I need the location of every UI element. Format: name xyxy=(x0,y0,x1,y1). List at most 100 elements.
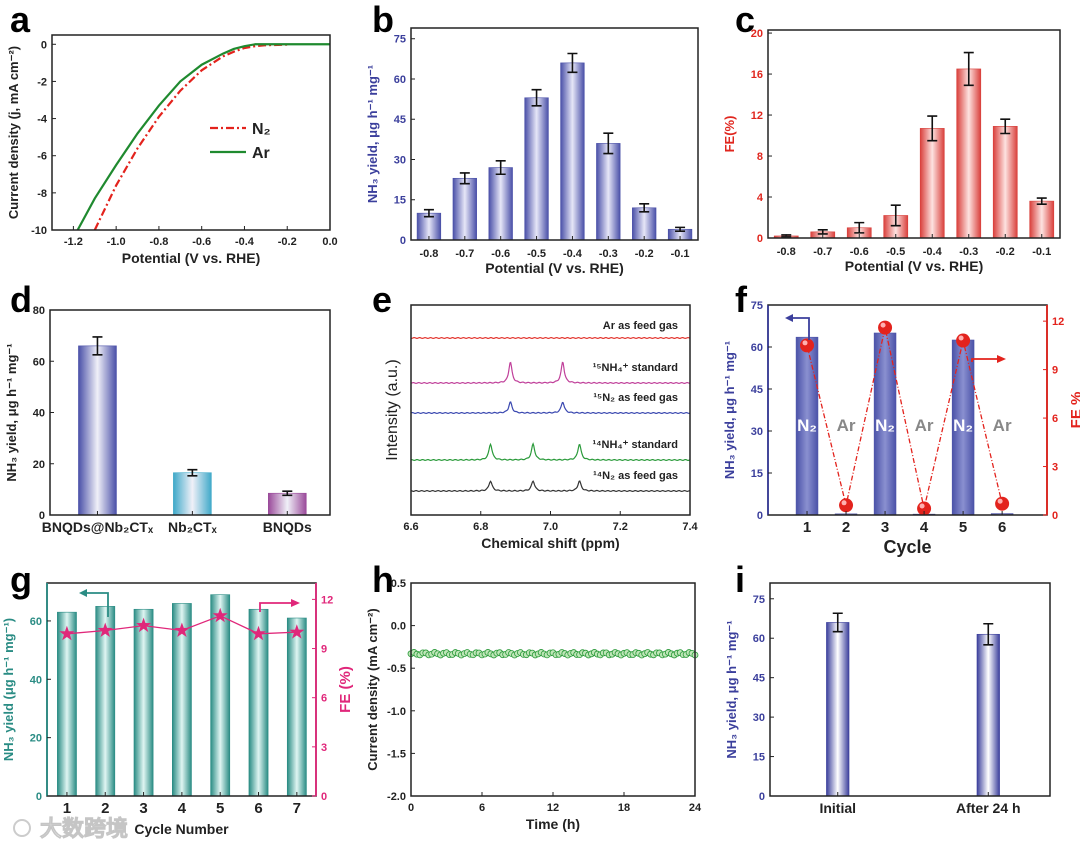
y-tick-label: 0 xyxy=(757,233,763,245)
fe-marker xyxy=(995,496,1010,511)
x-tick-label: 6 xyxy=(479,802,485,814)
series-line-0 xyxy=(93,43,288,231)
x-tick-label: 2 xyxy=(842,519,850,536)
x-tick-label: -0.3 xyxy=(599,248,618,260)
error-bar xyxy=(817,229,828,235)
y-tick-label: 0 xyxy=(36,791,42,803)
error-bar xyxy=(92,336,103,356)
panel-a: a N₂ Ar 0 -2 -4 -6 -8 -10 -1.2 -1.0 -0.8 -0.6 -0.4 -0.… xyxy=(6,0,338,266)
panel-letter: f xyxy=(735,279,748,320)
y-tick-label: 12 xyxy=(751,110,763,122)
y-tick-label: 16 xyxy=(751,69,763,81)
fe-star-marker xyxy=(174,622,190,637)
x-tick-label: -0.2 xyxy=(635,248,654,260)
panel-letter: g xyxy=(10,559,32,600)
x-tick-label: 24 xyxy=(689,802,702,814)
panel-letter: d xyxy=(10,279,32,320)
plot-frame xyxy=(767,29,1061,239)
error-bar xyxy=(531,88,542,107)
y-axis-label: NH₃ yield (μg h⁻¹ mg⁻¹) xyxy=(1,618,16,761)
x-tick-label: -0.3 xyxy=(959,246,978,258)
fe-star-marker xyxy=(59,625,75,641)
y-tick-label: -1.0 xyxy=(387,706,406,718)
fe-marker-highlight xyxy=(880,322,886,328)
y-tick-label: 0 xyxy=(759,791,765,803)
error-bar xyxy=(983,622,994,646)
x-axis-label: Potential (V vs. RHE) xyxy=(122,250,260,266)
bar-label: N₂ xyxy=(797,416,817,435)
y-tick-label: -10 xyxy=(31,225,47,237)
x-axis-label: Cycle xyxy=(883,537,931,557)
left-axis-arrow-f xyxy=(792,317,810,340)
y-tick-label: 0 xyxy=(41,39,47,51)
error-bar xyxy=(675,226,686,232)
nmr-trace xyxy=(410,442,691,462)
y2-tick-label: 3 xyxy=(321,742,327,754)
y-axis-label: Current density (j, mA cm⁻²) xyxy=(6,46,21,219)
plot-frame xyxy=(410,582,696,797)
nmr-trace xyxy=(410,361,691,385)
error-bar xyxy=(854,221,865,234)
panel-letter: c xyxy=(735,0,755,40)
y2-tick-label: 9 xyxy=(321,644,327,656)
x-tick-label: 7.4 xyxy=(682,521,698,533)
trace-label: ¹⁵N₂ as feed gas xyxy=(593,392,678,404)
fe-marker xyxy=(878,320,893,335)
trace-label: ¹⁴NH₄⁺ standard xyxy=(592,439,678,451)
y-tick-label: 20 xyxy=(30,733,42,745)
x-tick-label: -0.1 xyxy=(671,248,690,260)
x-tick-label: -0.4 xyxy=(563,248,583,260)
x-tick-label: -1.2 xyxy=(64,236,83,248)
y-tick-label: -0.5 xyxy=(387,663,406,675)
y2-tick-label: 9 xyxy=(1052,365,1058,377)
x-tick-label: -0.8 xyxy=(777,246,796,258)
watermark: 大数跨境 xyxy=(40,816,128,841)
y-tick-label: -1.5 xyxy=(387,748,406,760)
fe-marker-highlight xyxy=(919,503,925,509)
bar xyxy=(78,345,117,516)
fe-line xyxy=(806,327,1003,509)
x-tick-label: Nb₂CTₓ xyxy=(168,519,218,535)
bar xyxy=(826,622,850,797)
x-tick-label: 1 xyxy=(63,800,71,817)
bar xyxy=(248,608,269,797)
y2-tick-label: 0 xyxy=(1052,510,1058,522)
plot-frame xyxy=(769,582,1051,797)
y-tick-label: 15 xyxy=(394,195,406,207)
error-bar xyxy=(603,132,614,155)
trace-label: ¹⁵NH₄⁺ standard xyxy=(593,362,678,374)
x-tick-label: 0.0 xyxy=(322,236,337,248)
fe-marker-highlight xyxy=(802,340,808,346)
bar xyxy=(524,97,549,241)
x-tick-label: 6.6 xyxy=(403,521,418,533)
y-tick-label: 40 xyxy=(33,408,45,420)
x-tick-label: 7 xyxy=(293,800,301,817)
left-axis-arrow-g-head xyxy=(79,589,87,597)
x-tick-label: -0.6 xyxy=(192,236,211,248)
x-tick-label: -0.1 xyxy=(1032,246,1051,258)
x-axis-label: Cycle Number xyxy=(134,821,229,837)
fe-star-marker xyxy=(136,617,152,633)
bar xyxy=(992,126,1018,239)
legend-label: N₂ xyxy=(252,121,271,138)
x-tick-label: BNQDs@Nb₂CTₓ xyxy=(42,519,154,535)
y-tick-label: 30 xyxy=(753,712,765,724)
x-tick-label: BNQDs xyxy=(263,519,312,535)
y-axis-label: NH₃ yield, μg h⁻¹ mg⁻¹ xyxy=(722,341,737,479)
x-tick-label: 1 xyxy=(803,519,811,536)
y2-tick-label: 6 xyxy=(1052,413,1058,425)
legend-label: Ar xyxy=(252,145,270,162)
bar xyxy=(976,633,1000,797)
nmr-trace xyxy=(410,480,691,493)
x-tick-label: -0.5 xyxy=(527,248,546,260)
fe-marker-highlight xyxy=(841,500,847,506)
bar xyxy=(560,62,585,241)
y-tick-label: 0.5 xyxy=(391,578,406,590)
y-tick-label: -2.0 xyxy=(387,791,406,803)
fe-star-marker xyxy=(289,624,305,639)
y-tick-label: 60 xyxy=(753,633,765,645)
x-tick-label: -0.7 xyxy=(455,248,474,260)
bar xyxy=(57,611,77,797)
bar xyxy=(919,128,945,239)
